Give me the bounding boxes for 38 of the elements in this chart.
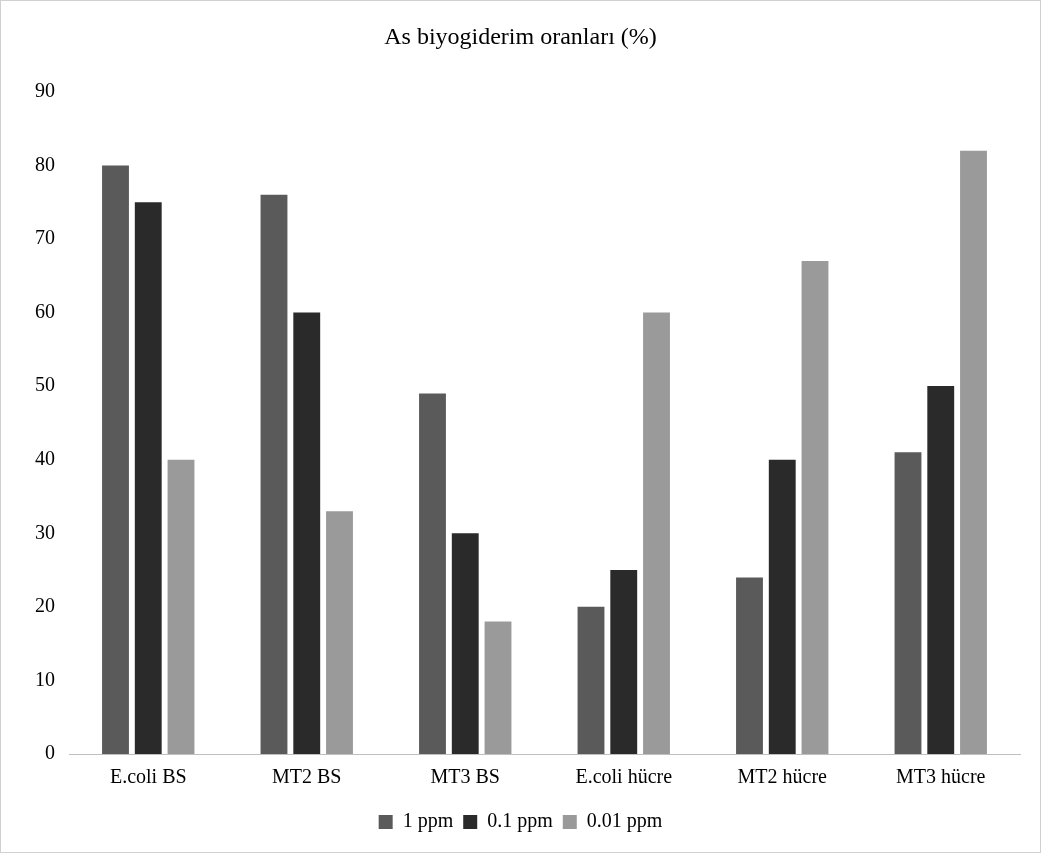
bar: [451, 533, 479, 754]
y-tick-label: 30: [35, 520, 55, 543]
bar: [293, 312, 321, 754]
y-tick-label: 80: [35, 152, 55, 175]
x-tick-label: MT2 hücre: [737, 765, 828, 788]
bar: [801, 261, 829, 754]
y-tick-label: 90: [35, 79, 55, 102]
bar: [419, 393, 446, 754]
legend-label: 0.1 ppm: [487, 809, 554, 833]
y-tick-label: 60: [35, 299, 55, 322]
bar: [167, 459, 195, 754]
bar: [102, 165, 129, 754]
legend-label: 0.01 ppm: [586, 809, 663, 833]
x-tick-label: E.coli hücre: [575, 765, 673, 788]
y-tick-label: 40: [35, 446, 55, 469]
bar: [643, 312, 670, 754]
chart-title: As biyogiderim oranları (%): [384, 22, 657, 49]
bar: [927, 386, 955, 754]
legend-label: 1 ppm: [402, 809, 454, 833]
y-tick-label: 20: [35, 594, 55, 617]
bar: [484, 621, 512, 754]
x-tick-label: MT2 BS: [272, 765, 342, 788]
x-tick-label: E.coli BS: [109, 765, 187, 788]
bar: [894, 452, 922, 754]
bar: [736, 577, 763, 754]
bar: [610, 570, 638, 754]
bar: [577, 606, 605, 754]
bar: [134, 202, 162, 754]
bar: [768, 459, 796, 754]
x-tick-label: MT3 BS: [430, 765, 500, 788]
x-tick-label: MT3 hücre: [896, 765, 986, 788]
y-tick-label: 70: [35, 226, 55, 249]
y-tick-label: 0: [45, 741, 55, 764]
bar: [326, 511, 353, 754]
bar: [960, 150, 987, 754]
y-tick-label: 50: [35, 373, 55, 396]
y-tick-label: 10: [35, 667, 55, 690]
bar: [260, 194, 288, 754]
